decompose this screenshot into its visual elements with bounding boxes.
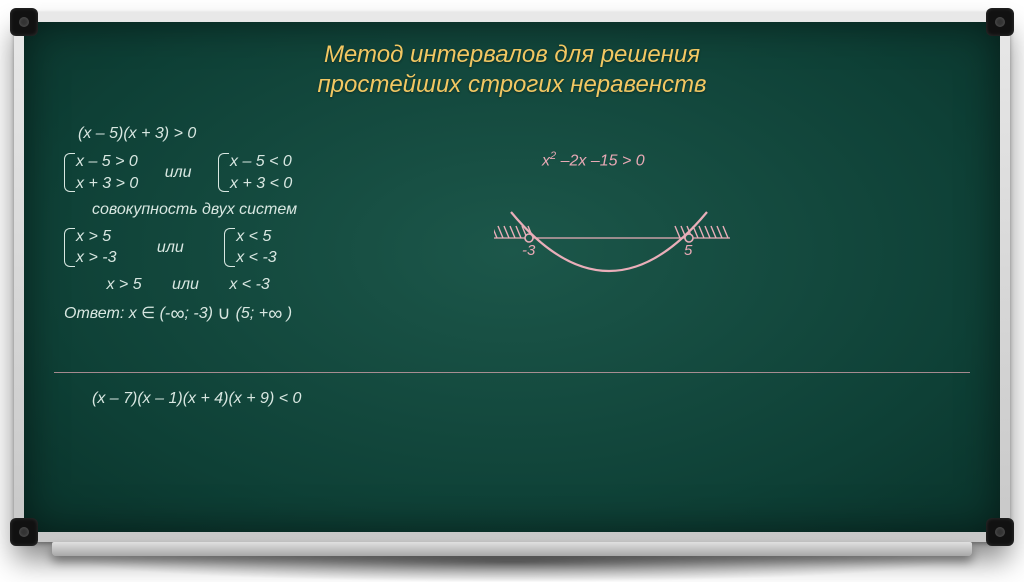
solution-1: x > 5 x > -3 xyxy=(64,226,116,269)
system-2: x – 5 < 0 x + 3 < 0 xyxy=(218,151,292,194)
chalkboard: Метод интервалов для решения простейших … xyxy=(24,22,1000,532)
corner-tl xyxy=(10,8,38,36)
reduced-b: x < -3 xyxy=(229,276,269,293)
sys2-a: x – 5 < 0 xyxy=(230,151,292,173)
answer: Ответ: x ∈ (-∞; -3) ∪ (5; +∞ ) xyxy=(64,300,297,329)
or-3: или xyxy=(172,273,199,296)
corner-bl xyxy=(10,518,38,546)
title-line-2: простейших строгих неравенств xyxy=(317,71,706,98)
tick-left: -3 xyxy=(522,242,535,259)
corner-br xyxy=(986,518,1014,546)
system-1: x – 5 > 0 x + 3 > 0 xyxy=(64,151,138,194)
marker-tray xyxy=(52,542,972,556)
title: Метод интервалов для решения простейших … xyxy=(24,40,1000,100)
sys1-a: x – 5 > 0 xyxy=(76,151,138,173)
corner-tr xyxy=(986,8,1014,36)
answer-int-b: ; -3) xyxy=(184,305,212,322)
divider xyxy=(54,372,970,373)
second-problem: (x – 7)(x – 1)(x + 4)(x + 9) < 0 xyxy=(92,390,301,408)
answer-int-a: (- xyxy=(160,305,171,322)
solution-2: x < 5 x < -3 xyxy=(224,226,276,269)
sys2-b: x + 3 < 0 xyxy=(230,173,292,195)
board-frame: Метод интервалов для решения простейших … xyxy=(14,12,1010,542)
sol2-b: x < -3 xyxy=(236,247,276,269)
title-line-1: Метод интервалов для решения xyxy=(324,41,700,68)
sol1-a: x > 5 xyxy=(76,226,116,248)
graph-inequality: x2 –2x –15 > 0 xyxy=(542,150,645,170)
answer-label: Ответ: x xyxy=(64,305,137,322)
sol2-a: x < 5 xyxy=(236,226,276,248)
note: совокупность двух систем xyxy=(92,198,297,221)
answer-int-c: (5; + xyxy=(236,305,268,322)
parabola-graph: x2 –2x –15 > 0 -3 5 xyxy=(494,150,754,290)
or-1: или xyxy=(165,161,192,184)
sol1-b: x > -3 xyxy=(76,247,116,269)
derivation: (x – 5)(x + 3) > 0 x – 5 > 0 x + 3 > 0 и… xyxy=(64,122,297,329)
or-2: или xyxy=(157,236,184,259)
sys1-b: x + 3 > 0 xyxy=(76,173,138,195)
original-inequality: (x – 5)(x + 3) > 0 xyxy=(78,122,297,145)
parabola-svg xyxy=(494,178,734,288)
tick-right: 5 xyxy=(684,242,692,259)
answer-int-d: ) xyxy=(282,305,292,322)
reduced-a: x > 5 xyxy=(106,276,141,293)
